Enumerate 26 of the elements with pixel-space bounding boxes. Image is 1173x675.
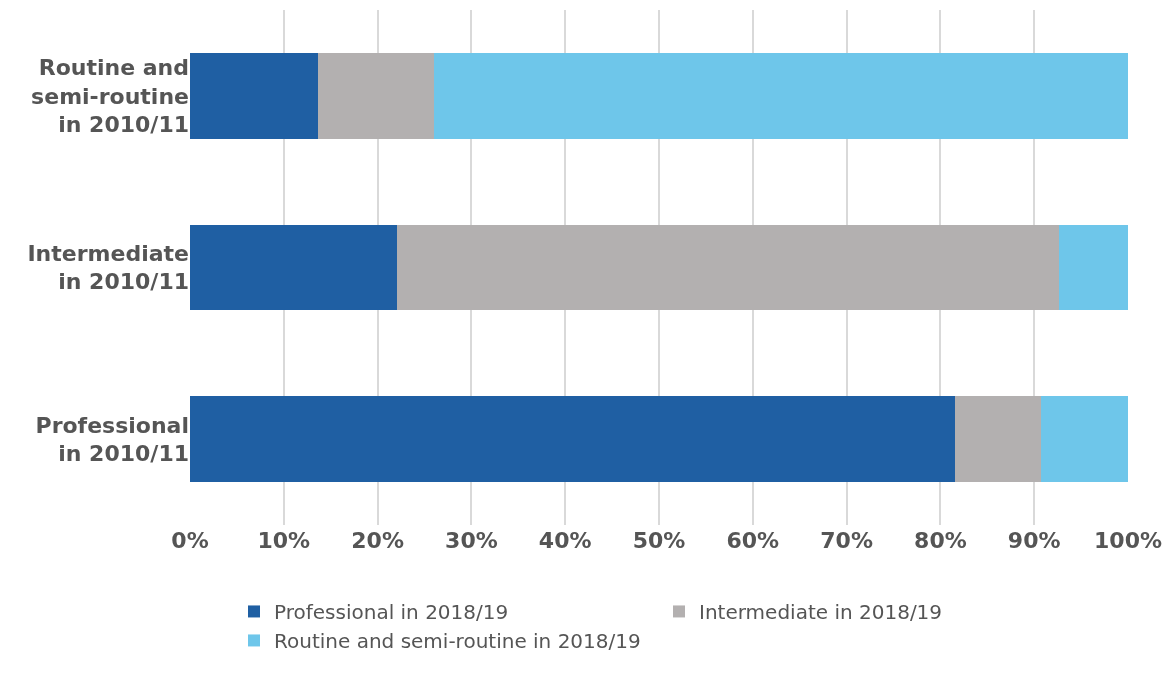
legend-label: Routine and semi-routine in 2018/19	[274, 629, 641, 654]
legend-label: Professional in 2018/19	[274, 600, 509, 625]
y-tick-label: Intermediate in 2010/11	[27, 240, 189, 295]
x-tick-label: 100%	[1094, 528, 1162, 553]
bar	[190, 396, 956, 483]
bar	[397, 224, 1059, 311]
x-tick-label: 30%	[445, 528, 498, 553]
bar	[955, 396, 1041, 483]
x-tick-label: 40%	[538, 528, 592, 553]
x-tick-label: 10%	[257, 528, 311, 553]
x-tick-label: 60%	[726, 528, 780, 553]
bar	[1040, 396, 1128, 483]
bar	[190, 224, 398, 311]
bar	[317, 52, 434, 139]
x-tick-label: 0%	[171, 528, 209, 553]
y-tick-label: Professional in 2010/11	[35, 412, 189, 467]
x-tick-label: 70%	[820, 528, 873, 553]
x-tick-label: 80%	[914, 528, 967, 553]
y-tick-label: Routine and semi-routine in 2010/11	[31, 54, 189, 138]
bar	[190, 52, 318, 139]
legend-label: Intermediate in 2018/19	[699, 600, 943, 625]
bar	[1058, 224, 1128, 311]
x-tick-label: 50%	[632, 528, 686, 553]
x-tick-label: 90%	[1007, 528, 1061, 553]
x-tick-label: 20%	[351, 528, 404, 553]
bar	[433, 52, 1128, 139]
